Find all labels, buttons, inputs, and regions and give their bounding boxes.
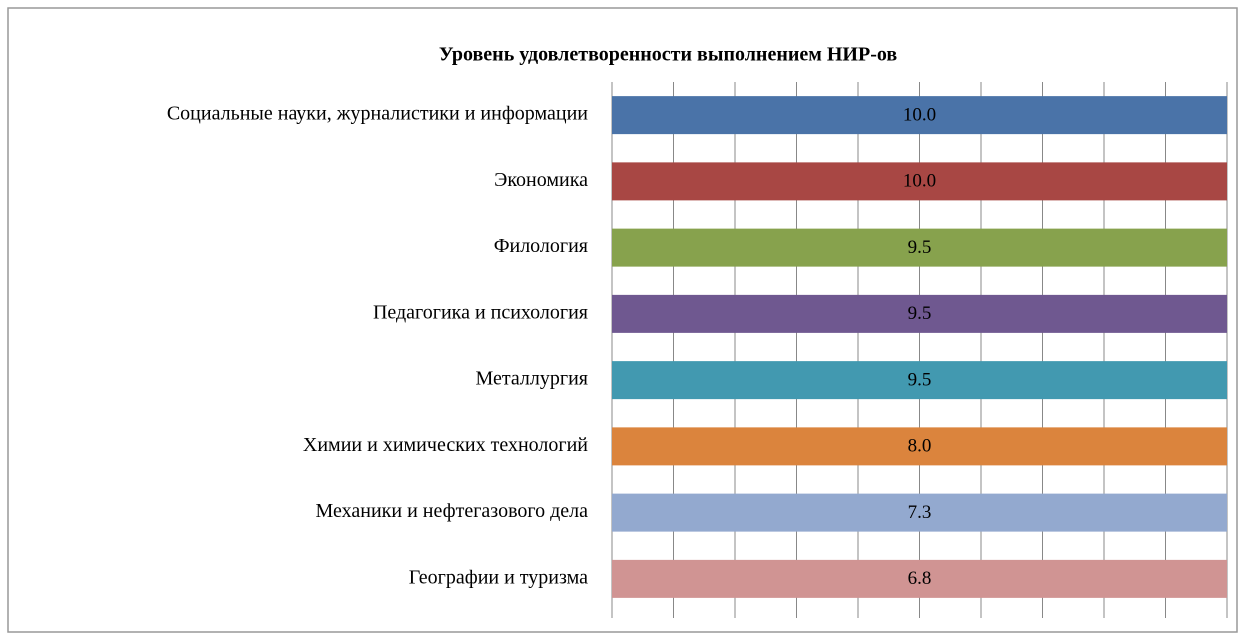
bar [612,294,1227,333]
y-tick-label: Химии и химических технологий [303,434,588,456]
bar [612,228,1227,267]
y-tick-label: Экономика [494,169,588,191]
bar [612,559,1227,598]
bars [612,96,1227,598]
data-label: 6.8 [908,568,932,589]
bar [612,427,1227,466]
y-tick-label: Социальные науки, журналистики и информа… [167,103,588,125]
data-label: 9.5 [908,369,932,390]
y-tick-label: Механики и нефтегазового дела [316,500,589,522]
y-tick-label: Географии и туризма [409,566,588,588]
bar [612,162,1227,201]
bar [612,96,1227,135]
y-tick-label: Филология [494,235,588,257]
y-tick-label: Металлургия [476,368,589,390]
data-label: 8.0 [908,436,932,457]
data-label: 7.3 [908,502,932,523]
data-label: 9.5 [908,237,932,258]
data-label: 9.5 [908,303,932,324]
chart-title: Уровень удовлетворенности выполнением НИ… [439,44,898,66]
y-tick-label: Педагогика и психология [373,301,588,323]
bar [612,361,1227,400]
data-label: 10.0 [903,104,936,125]
bar [612,493,1227,532]
data-label: 10.0 [903,171,936,192]
